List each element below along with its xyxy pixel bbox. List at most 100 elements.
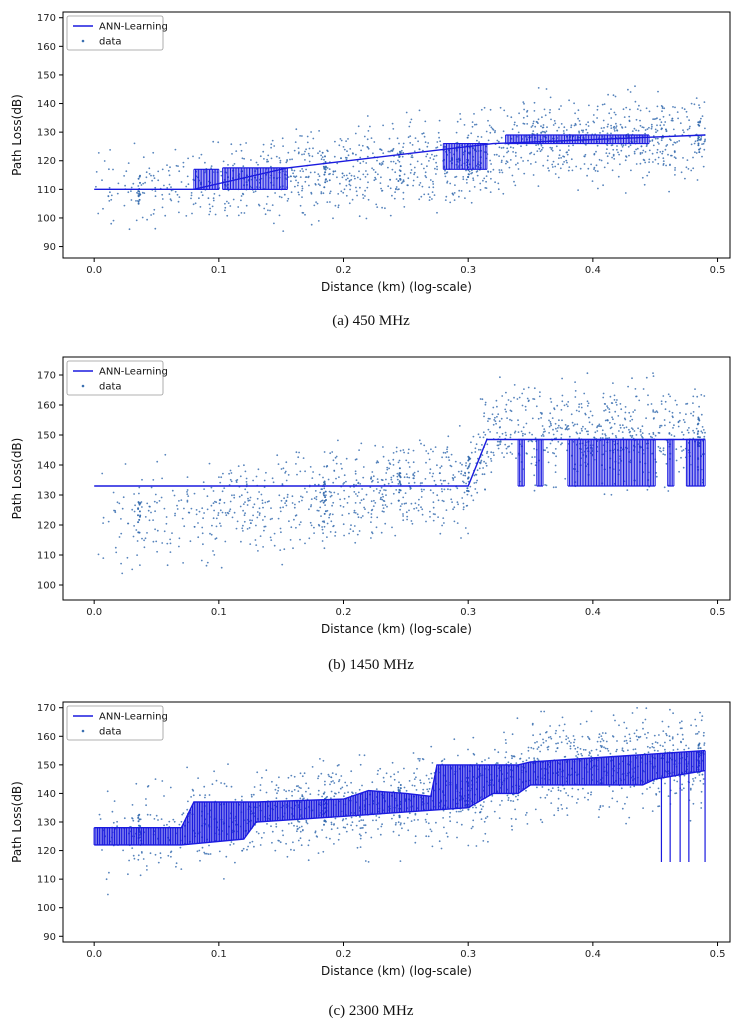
data-point [354, 512, 357, 514]
data-point [398, 834, 400, 837]
data-point [591, 180, 594, 183]
data-point [697, 744, 700, 747]
data-point [490, 126, 493, 129]
data-point [510, 410, 513, 413]
data-point [537, 122, 539, 125]
data-point [489, 108, 492, 111]
y-tick-label: 110 [37, 551, 56, 562]
data-point [544, 796, 547, 799]
data-point [534, 161, 537, 164]
data-point [215, 525, 218, 528]
data-point [317, 220, 320, 222]
data-point [646, 174, 649, 177]
data-point [441, 499, 444, 502]
data-point [430, 772, 433, 775]
data-point [356, 846, 359, 849]
data-point [389, 463, 392, 465]
data-point [374, 444, 377, 447]
data-point [568, 428, 570, 430]
data-point [354, 458, 357, 461]
data-point [674, 167, 676, 169]
data-point [467, 471, 470, 474]
data-point [641, 792, 644, 795]
data-point [615, 401, 617, 404]
data-point [126, 556, 129, 559]
data-point [563, 132, 565, 135]
data-point [560, 409, 563, 411]
data-point [435, 161, 437, 164]
data-point [252, 514, 255, 517]
data-point [562, 155, 564, 158]
data-point [690, 102, 693, 105]
data-point [567, 794, 570, 797]
data-point [660, 127, 663, 130]
data-point [506, 161, 509, 164]
data-point [652, 782, 655, 785]
data-point [653, 749, 656, 752]
data-point [299, 135, 301, 137]
data-point [156, 529, 159, 532]
data-point [266, 160, 268, 163]
data-point [500, 417, 503, 420]
data-point [625, 106, 628, 109]
data-point [202, 481, 205, 484]
data-point [342, 818, 345, 821]
data-point [489, 417, 491, 420]
data-point [634, 388, 637, 390]
data-point [293, 518, 295, 521]
data-point [380, 187, 382, 190]
data-point [621, 749, 624, 751]
data-point [538, 147, 541, 150]
data-point [138, 503, 141, 506]
data-point [442, 809, 445, 812]
data-point [464, 197, 466, 200]
data-point [682, 129, 684, 132]
data-point [554, 464, 557, 467]
data-point [490, 177, 492, 180]
data-point [552, 428, 554, 431]
data-point [242, 530, 244, 532]
data-point [682, 787, 685, 790]
data-point [586, 174, 588, 177]
data-point [588, 737, 590, 739]
data-point [435, 173, 437, 175]
data-point [647, 394, 649, 397]
data-point [627, 145, 630, 148]
data-point [652, 410, 655, 413]
data-point [364, 860, 367, 862]
data-point [281, 137, 284, 140]
data-point [586, 131, 589, 134]
data-point [225, 785, 228, 788]
data-point [258, 512, 261, 515]
data-point [550, 790, 553, 792]
data-point [696, 395, 699, 398]
data-point [398, 459, 401, 462]
data-point [686, 429, 689, 432]
data-point [193, 492, 196, 495]
data-point [293, 169, 296, 172]
data-point [672, 416, 674, 419]
data-point [371, 479, 374, 482]
data-point [137, 508, 140, 510]
data-point [525, 144, 528, 147]
data-point [341, 467, 343, 470]
data-point [178, 170, 181, 173]
data-point [351, 198, 354, 201]
data-point [606, 144, 609, 147]
data-point [462, 502, 465, 505]
data-point [398, 491, 401, 494]
data-point [589, 752, 591, 755]
data-point [417, 509, 420, 512]
data-point [588, 421, 591, 424]
data-point [596, 170, 599, 173]
data-point [612, 382, 614, 384]
data-point [525, 759, 528, 762]
data-point [496, 405, 498, 408]
data-point [531, 723, 534, 726]
data-point [491, 794, 494, 797]
data-point [692, 402, 694, 404]
x-tick-label: 0.1 [211, 607, 227, 618]
data-point [565, 735, 568, 737]
data-point [180, 868, 183, 870]
data-point [293, 506, 296, 509]
